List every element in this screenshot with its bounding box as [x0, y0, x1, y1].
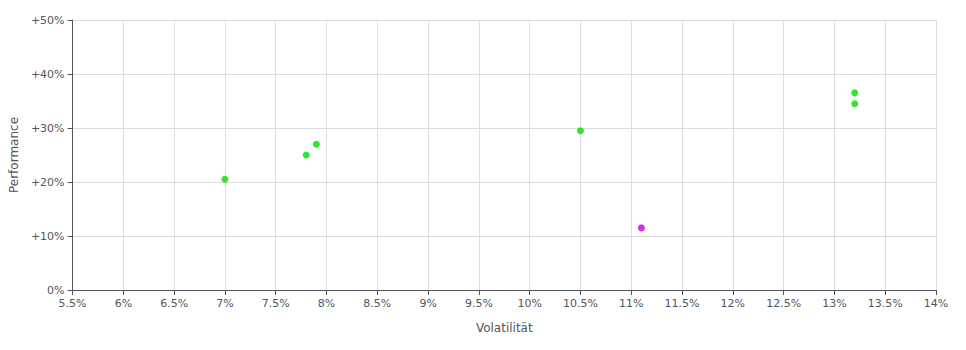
svg-text:13%: 13% — [822, 297, 846, 310]
svg-text:+40%: +40% — [31, 68, 65, 81]
svg-text:10.5%: 10.5% — [563, 297, 598, 310]
svg-text:11%: 11% — [619, 297, 643, 310]
svg-text:Volatilität: Volatilität — [476, 321, 533, 335]
svg-text:+10%: +10% — [31, 230, 65, 243]
svg-text:12.5%: 12.5% — [766, 297, 801, 310]
svg-text:0%: 0% — [47, 284, 64, 297]
svg-text:13.5%: 13.5% — [868, 297, 903, 310]
svg-text:6%: 6% — [115, 297, 132, 310]
svg-text:+50%: +50% — [31, 14, 65, 27]
svg-text:12%: 12% — [721, 297, 745, 310]
svg-text:7.5%: 7.5% — [262, 297, 290, 310]
svg-text:+30%: +30% — [31, 122, 65, 135]
svg-text:11.5%: 11.5% — [665, 297, 700, 310]
svg-text:Performance: Performance — [7, 117, 21, 193]
svg-text:6.5%: 6.5% — [160, 297, 188, 310]
svg-text:8%: 8% — [318, 297, 335, 310]
svg-text:9%: 9% — [419, 297, 436, 310]
svg-text:7%: 7% — [216, 297, 233, 310]
svg-text:+20%: +20% — [31, 176, 65, 189]
svg-text:5.5%: 5.5% — [59, 297, 87, 310]
svg-text:10%: 10% — [517, 297, 541, 310]
svg-text:9.5%: 9.5% — [465, 297, 493, 310]
svg-text:14%: 14% — [924, 297, 948, 310]
svg-text:8.5%: 8.5% — [363, 297, 391, 310]
